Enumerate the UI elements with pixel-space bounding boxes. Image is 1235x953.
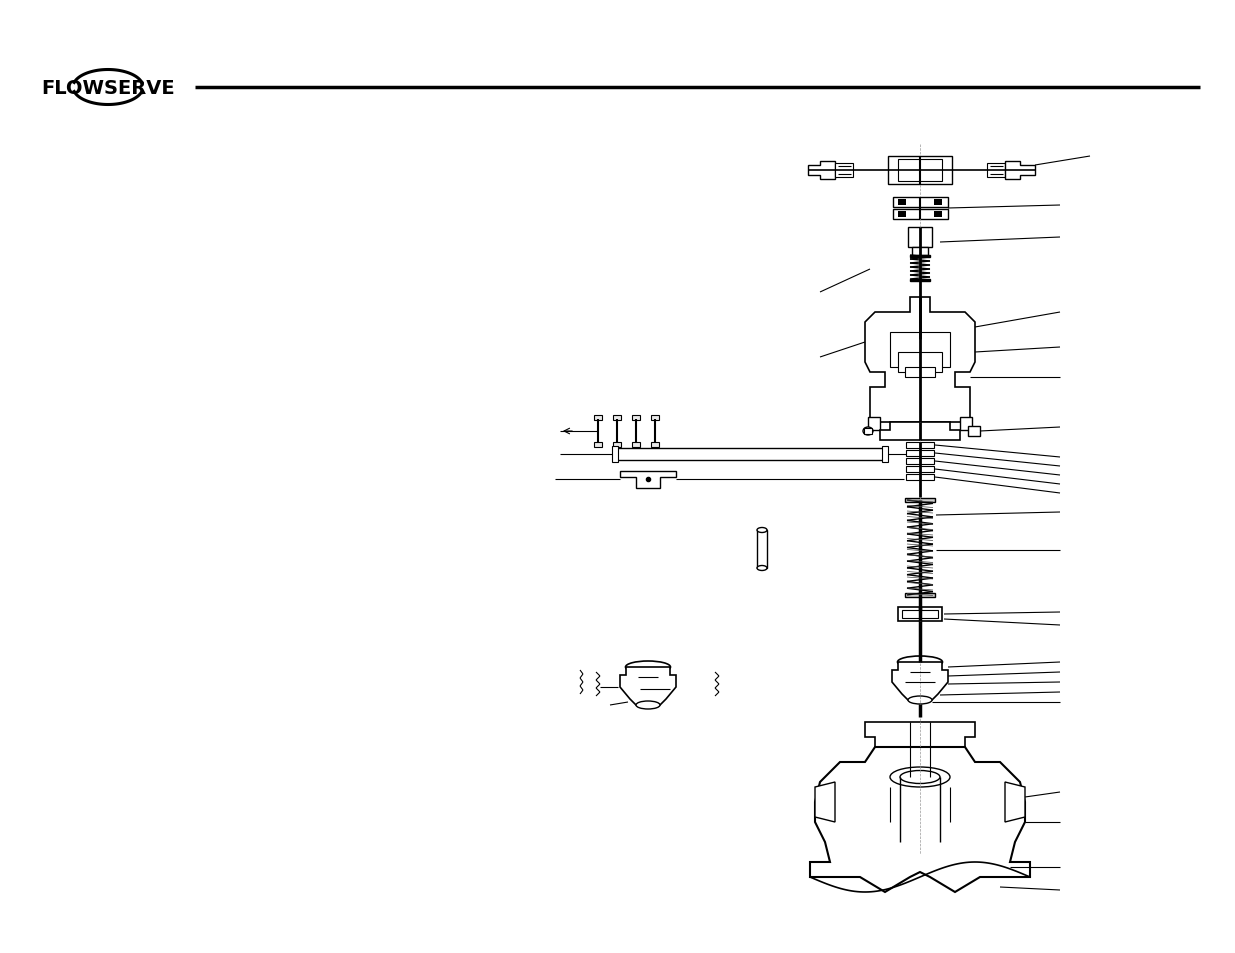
Bar [890, 333, 950, 368]
Bar [615, 449, 885, 460]
Bar [910, 255, 930, 257]
Polygon shape [960, 417, 972, 431]
Bar [898, 607, 942, 621]
Polygon shape [968, 427, 981, 436]
Polygon shape [1005, 782, 1025, 822]
Text: FLOWSERVE: FLOWSERVE [41, 79, 175, 98]
Polygon shape [868, 417, 881, 431]
Bar [905, 498, 935, 502]
Bar [893, 210, 948, 220]
Bar [906, 475, 934, 480]
Bar [835, 164, 853, 178]
Bar [864, 429, 872, 435]
Bar [632, 416, 640, 420]
Polygon shape [864, 297, 974, 422]
Polygon shape [810, 747, 1030, 892]
Bar [632, 442, 640, 448]
Polygon shape [1005, 162, 1035, 180]
Bar [910, 280, 930, 282]
Polygon shape [620, 472, 676, 489]
Ellipse shape [757, 566, 767, 571]
Bar [594, 442, 601, 448]
Bar [905, 594, 935, 598]
Polygon shape [620, 667, 676, 705]
Bar [934, 212, 942, 218]
Polygon shape [881, 422, 960, 440]
Polygon shape [864, 722, 974, 747]
Ellipse shape [625, 661, 671, 673]
Ellipse shape [636, 701, 659, 709]
Bar [906, 442, 934, 449]
Bar [613, 447, 618, 462]
Bar [898, 212, 906, 218]
Bar [888, 157, 952, 185]
Bar [882, 447, 888, 462]
Polygon shape [892, 662, 948, 700]
Bar [934, 200, 942, 206]
Bar [757, 531, 767, 568]
Bar [613, 416, 621, 420]
Bar [898, 353, 942, 373]
Bar [906, 451, 934, 456]
Bar [893, 198, 948, 208]
Ellipse shape [900, 771, 940, 783]
Bar [651, 416, 659, 420]
Polygon shape [808, 162, 835, 180]
Polygon shape [815, 782, 835, 822]
Bar [905, 368, 935, 377]
Bar [902, 610, 939, 618]
Ellipse shape [898, 657, 942, 668]
Ellipse shape [908, 697, 932, 704]
Bar [594, 416, 601, 420]
Bar [911, 248, 927, 255]
Bar [987, 164, 1005, 178]
Bar [613, 442, 621, 448]
Bar [898, 200, 906, 206]
Bar [908, 228, 932, 248]
Bar [906, 467, 934, 473]
Bar [906, 458, 934, 464]
Ellipse shape [890, 767, 950, 787]
Ellipse shape [863, 428, 873, 436]
Bar [651, 442, 659, 448]
Ellipse shape [757, 528, 767, 533]
Bar [898, 160, 942, 182]
